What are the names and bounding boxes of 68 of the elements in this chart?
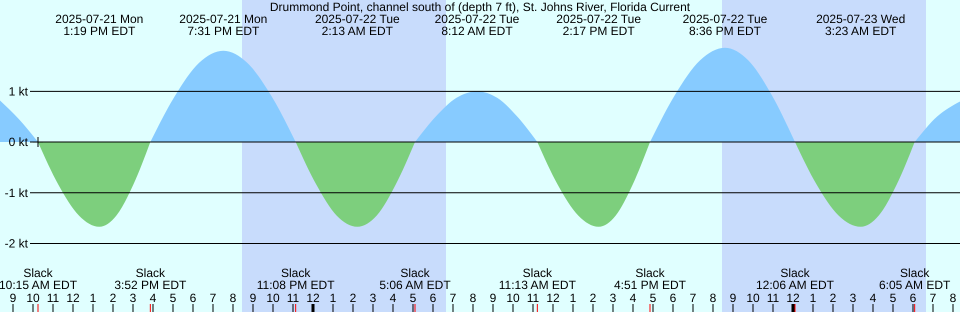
x-tick-label: 6 <box>910 291 917 305</box>
annotation: Slack 11:08 PM EDT <box>256 266 336 292</box>
x-tick-label: 5 <box>170 291 177 305</box>
x-tick-label: 11 <box>46 291 60 305</box>
x-tick-label: 10 <box>26 291 40 305</box>
x-tick-label: 9 <box>490 291 497 305</box>
x-tick-label: 6 <box>430 291 437 305</box>
x-tick-label: 10 <box>506 291 520 305</box>
y-tick-label: 0 kt <box>8 135 29 150</box>
x-tick-label: 5 <box>890 291 897 305</box>
annotation: 2025-07-21 Mon 1:19 PM EDT <box>55 12 144 38</box>
x-tick-label: 3 <box>370 291 377 305</box>
x-tick-label: 12 <box>546 291 560 305</box>
x-tick-label: 8 <box>950 291 957 305</box>
annotation: 2025-07-23 Wed 3:23 AM EDT <box>816 12 906 38</box>
annotation: Slack 5:06 AM EDT <box>379 266 452 292</box>
x-tick-label: 4 <box>390 291 397 305</box>
annotation: Slack 6:05 AM EDT <box>878 266 952 292</box>
annotation: Slack 4:51 PM EDT <box>614 266 687 292</box>
x-tick-label: 7 <box>210 291 217 305</box>
x-tick-label: 4 <box>150 291 157 305</box>
x-tick-label: 11 <box>526 291 540 305</box>
x-tick-label: 1 <box>90 291 97 305</box>
x-tick-label: 10 <box>746 291 760 305</box>
x-tick-label: 11 <box>766 291 780 305</box>
x-tick-label: 4 <box>870 291 877 305</box>
x-tick-label: 9 <box>10 291 17 305</box>
annotation: 2025-07-22 Tue 2:13 AM EDT <box>314 12 400 38</box>
annotation: 2025-07-21 Mon 7:31 PM EDT <box>179 12 268 38</box>
annotation: Slack 10:15 AM EDT <box>0 266 78 292</box>
x-tick-label: 2 <box>350 291 357 305</box>
x-tick-label: 1 <box>570 291 577 305</box>
x-tick-label: 7 <box>450 291 457 305</box>
annotation: Slack 3:52 PM EDT <box>114 266 188 292</box>
x-tick-label: 9 <box>730 291 737 305</box>
y-tick-label: -1 kt <box>4 186 29 200</box>
x-tick-label: 2 <box>830 291 837 305</box>
x-tick-label: 8 <box>230 291 237 305</box>
x-tick-label: 11 <box>286 291 300 305</box>
x-tick-label: 6 <box>190 291 197 305</box>
x-tick-label: 5 <box>650 291 657 305</box>
x-tick-label: 12 <box>66 291 80 305</box>
x-tick-label: 7 <box>930 291 937 305</box>
annotation: 2025-07-22 Tue 8:36 PM EDT <box>682 12 768 38</box>
x-tick-label: 3 <box>130 291 137 305</box>
x-tick-label: 3 <box>610 291 617 305</box>
x-tick-label: 12 <box>786 291 800 305</box>
y-tick-label: 1 kt <box>8 84 29 98</box>
x-tick-label: 8 <box>710 291 717 305</box>
x-tick-label: 12 <box>306 291 320 305</box>
x-tick-label: 10 <box>266 291 280 305</box>
x-tick-label: 7 <box>690 291 697 305</box>
annotation: 2025-07-22 Tue 8:12 AM EDT <box>434 12 520 38</box>
x-tick-label: 3 <box>850 291 857 305</box>
x-tick-label: 4 <box>630 291 637 305</box>
x-tick-label: 2 <box>590 291 597 305</box>
x-tick-label: 5 <box>410 291 417 305</box>
x-tick-label: 8 <box>470 291 477 305</box>
chart-title: Drummond Point, channel south of (depth 7 ft), St. Johns River, Florida Current <box>270 0 691 14</box>
annotation: 2025-07-22 Tue 2:17 PM EDT <box>556 12 642 38</box>
x-tick-label: 2 <box>110 291 117 305</box>
x-tick-label: 1 <box>330 291 337 305</box>
x-tick-label: 9 <box>250 291 257 305</box>
annotation: Slack 12:06 AM EDT <box>756 266 835 292</box>
annotation: Slack 11:13 AM EDT <box>498 266 577 292</box>
x-tick-label: 1 <box>810 291 817 305</box>
y-tick-label: -2 kt <box>4 236 29 251</box>
x-tick-label: 6 <box>670 291 677 305</box>
